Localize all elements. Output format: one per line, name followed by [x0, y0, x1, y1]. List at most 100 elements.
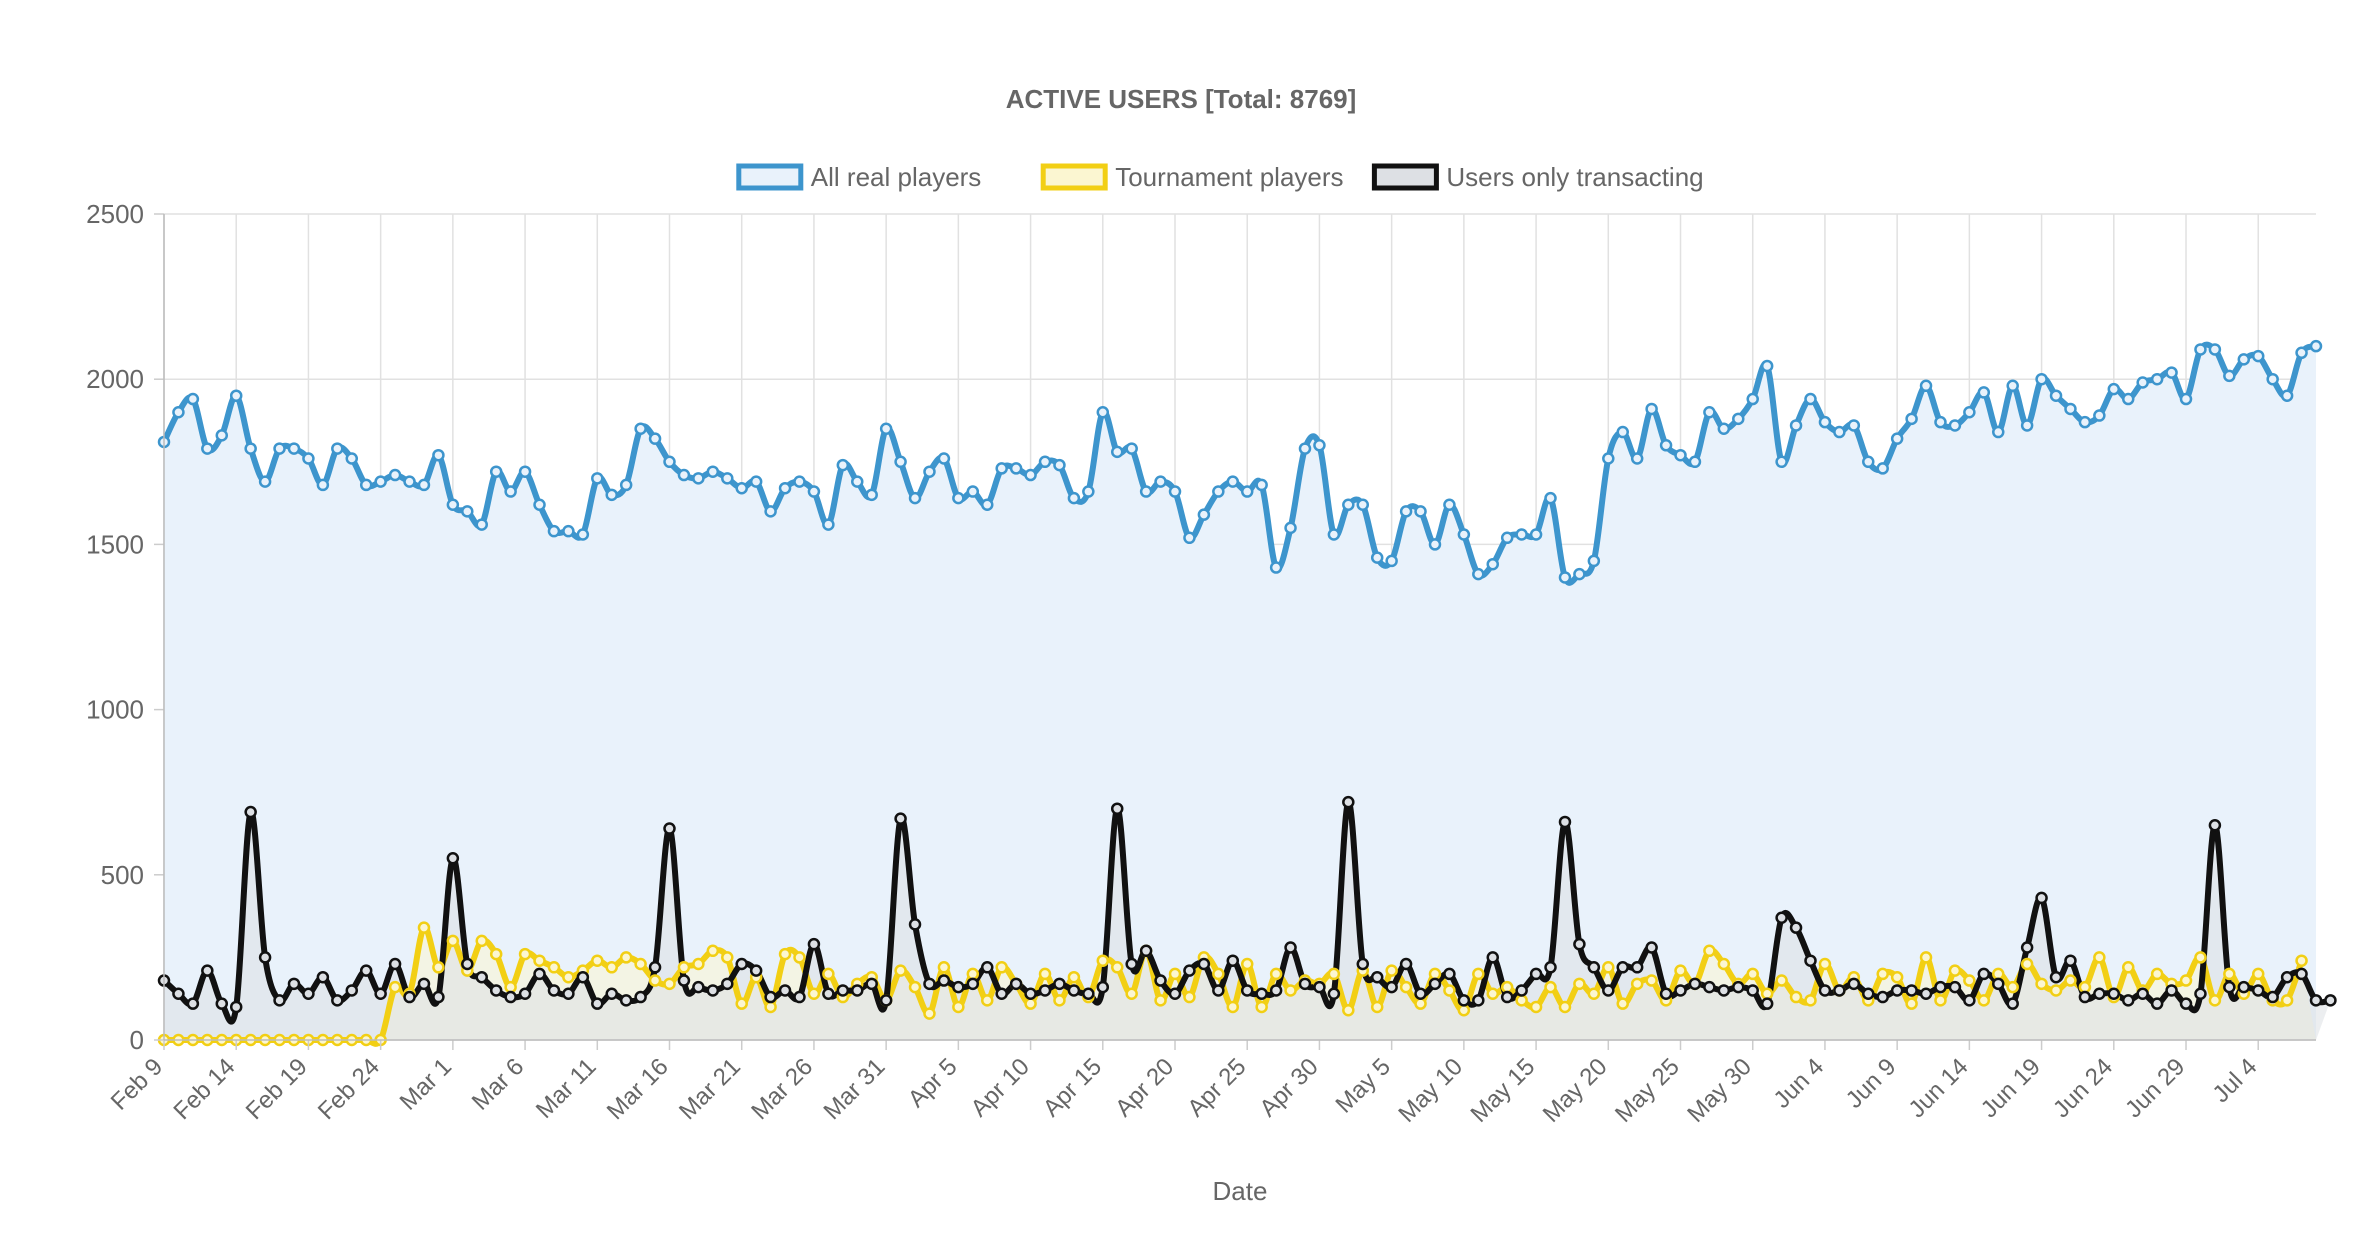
- x-tick-label: May 15: [1466, 1053, 1541, 1128]
- data-point: [475, 934, 488, 948]
- data-point: [1255, 478, 1268, 492]
- data-point: [1024, 997, 1037, 1010]
- data-point: [1645, 974, 1658, 987]
- data-point: [605, 488, 618, 502]
- data-point: [2121, 392, 2135, 406]
- data-point: [1443, 498, 1456, 511]
- data-point: [1038, 984, 1052, 997]
- data-point: [1862, 455, 1875, 469]
- legend-swatch: [1371, 163, 1439, 191]
- data-point: [1515, 994, 1528, 1007]
- data-point: [1212, 967, 1225, 981]
- data-point: [634, 990, 647, 1004]
- data-point: [2266, 372, 2279, 386]
- legend-item[interactable]: Tournament players: [1040, 162, 1344, 192]
- data-point: [807, 937, 821, 951]
- x-tick-label: May 5: [1331, 1053, 1396, 1118]
- data-point: [1240, 485, 1254, 498]
- x-tick-label: Mar 16: [602, 1053, 674, 1125]
- data-point: [1125, 987, 1138, 1000]
- data-point: [1385, 964, 1398, 977]
- data-point: [1443, 967, 1456, 981]
- data-point: [504, 485, 517, 498]
- data-point: [2208, 994, 2222, 1007]
- data-point: [518, 465, 532, 478]
- legend-item[interactable]: Users only transacting: [1371, 162, 1704, 192]
- data-point: [966, 485, 980, 498]
- data-point: [865, 977, 878, 991]
- data-point: [475, 518, 488, 531]
- series-area: [164, 344, 2316, 1040]
- data-point: [1472, 994, 1485, 1007]
- data-point: [1342, 1004, 1355, 1017]
- data-point: [172, 405, 185, 419]
- legend-item[interactable]: All real players: [736, 162, 982, 192]
- data-point: [1342, 498, 1355, 511]
- data-point: [1125, 957, 1138, 971]
- data-point: [1486, 557, 1499, 571]
- data-point: [2179, 392, 2193, 406]
- data-point: [2035, 372, 2048, 386]
- data-point: [2165, 984, 2178, 997]
- data-point: [446, 498, 460, 511]
- data-point: [1659, 987, 1673, 1000]
- data-point: [1053, 977, 1066, 991]
- data-point: [2049, 970, 2063, 984]
- data-point: [518, 987, 532, 1000]
- data-point: [2136, 376, 2149, 389]
- data-point: [1919, 987, 1933, 1000]
- data-point: [1197, 957, 1211, 971]
- data-point: [1255, 987, 1268, 1000]
- data-point: [706, 984, 720, 997]
- x-tick-label: May 25: [1610, 1053, 1685, 1128]
- x-tick-label: Jun 29: [2120, 1053, 2190, 1123]
- data-point: [1544, 491, 1557, 505]
- x-tick-label: Jun 14: [1904, 1053, 1974, 1123]
- data-point: [1313, 980, 1326, 994]
- data-point: [822, 967, 835, 981]
- data-point: [1977, 967, 1991, 981]
- x-tick-label: Feb 9: [106, 1053, 168, 1115]
- data-point: [1703, 944, 1716, 958]
- data-point: [648, 974, 662, 987]
- data-point: [1905, 412, 1918, 426]
- data-point: [1183, 964, 1196, 977]
- data-point: [995, 961, 1008, 974]
- data-point: [201, 964, 214, 977]
- data-point: [1746, 984, 1759, 997]
- data-point: [1602, 961, 1615, 974]
- x-tick-label: Feb 19: [241, 1053, 313, 1125]
- data-point: [1703, 980, 1716, 994]
- data-point: [1602, 452, 1615, 465]
- x-tick-label: May 20: [1538, 1053, 1613, 1128]
- data-point: [1630, 452, 1644, 465]
- x-tick-label: Jun 9: [1841, 1053, 1902, 1114]
- data-point: [952, 980, 965, 994]
- data-point: [1096, 980, 1110, 994]
- data-point: [923, 465, 936, 478]
- data-point: [1558, 1000, 1572, 1014]
- data-point: [1775, 455, 1788, 469]
- data-point: [2295, 954, 2308, 967]
- data-point: [1862, 987, 1875, 1000]
- data-point: [2309, 994, 2323, 1007]
- data-point: [1096, 954, 1110, 967]
- data-point: [2006, 997, 2019, 1010]
- data-point: [1284, 941, 1297, 954]
- data-point: [923, 977, 936, 991]
- data-point: [1890, 984, 1904, 997]
- data-point: [1500, 990, 1514, 1004]
- data-point: [1529, 967, 1543, 981]
- data-point: [836, 458, 850, 472]
- data-point: [2251, 349, 2265, 363]
- data-point: [1688, 455, 1702, 469]
- data-point: [793, 990, 806, 1004]
- data-point: [1804, 994, 1817, 1007]
- data-point: [1919, 951, 1933, 964]
- data-point: [778, 481, 792, 495]
- data-point: [1934, 415, 1947, 429]
- data-point: [1905, 984, 1918, 997]
- data-point: [952, 491, 965, 505]
- data-point: [1602, 984, 1615, 997]
- data-point: [1833, 984, 1846, 997]
